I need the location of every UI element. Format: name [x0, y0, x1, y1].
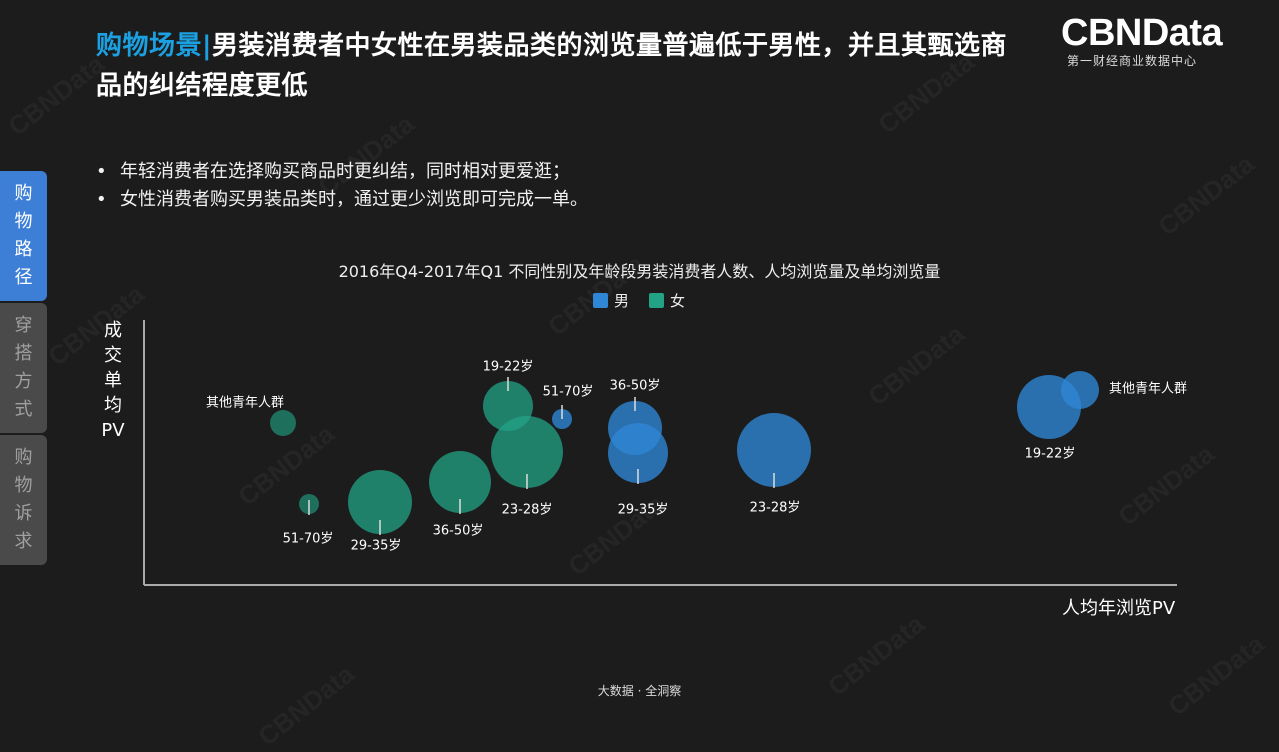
tab-shopping-path[interactable]: 购物路径 — [0, 171, 47, 301]
logo-subtitle: 第一财经商业数据中心 — [1067, 54, 1198, 68]
bubble-chart: 其他青年人群 51-70岁 29-35岁 36-50岁 19-22岁 23-28岁 51-7… — [143, 320, 1187, 586]
bubble-label: 19-22岁 — [483, 360, 534, 375]
footer-tagline: 大数据 · 全洞察 — [597, 684, 682, 698]
legend-label-male: 男 — [614, 292, 630, 310]
bubble-label: 51-70岁 — [283, 532, 334, 547]
bullet-item: • 女性消费者购买男装品类时，通过更少浏览即可完成一单。 — [96, 186, 588, 214]
bubble-male[interactable] — [608, 423, 668, 483]
tab-outfit-style[interactable]: 穿搭方式 — [0, 303, 47, 433]
bubble-label: 其他青年人群 — [1109, 382, 1187, 397]
bubble-female[interactable] — [429, 451, 491, 513]
title-text: 男装消费者中女性在男装品类的浏览量普遍低于男性，并且其甄选商品的纠结程度更低 — [96, 31, 1008, 101]
title-highlight: 购物场景| — [96, 31, 212, 61]
bullet-dot: • — [96, 161, 107, 182]
bullet-list: • 年轻消费者在选择购买商品时更纠结，同时相对更爱逛； • 女性消费者购买男装品… — [96, 158, 588, 214]
bubble-label: 23-28岁 — [750, 501, 801, 516]
bubble-label: 36-50岁 — [433, 524, 484, 539]
chart-legend: 男 女 — [593, 290, 705, 311]
logo-brand: CBNData — [1061, 12, 1223, 54]
logo: CBNData 第一财经商业数据中心 — [1061, 12, 1223, 69]
bubble-label: 19-22岁 — [1025, 447, 1076, 462]
page-title: 购物场景|男装消费者中女性在男装品类的浏览量普遍低于男性，并且其甄选商品的纠结程… — [96, 26, 1016, 106]
bullet-dot: • — [96, 189, 107, 210]
bubble-male[interactable] — [1061, 371, 1099, 409]
chart-title: 2016年Q4-2017年Q1 不同性别及年龄段男装消费者人数、人均浏览量及单均… — [338, 262, 941, 281]
bubble-male[interactable] — [737, 413, 811, 487]
x-axis-label: 人均年浏览PV — [1062, 598, 1176, 619]
legend-label-female: 女 — [670, 292, 686, 310]
bubble-female[interactable] — [270, 410, 296, 436]
legend-item-male[interactable]: 男 — [593, 290, 629, 311]
tab-shopping-needs[interactable]: 购物诉求 — [0, 435, 47, 565]
bubble-label: 29-35岁 — [351, 539, 402, 554]
bubble-label: 23-28岁 — [502, 503, 553, 518]
bubbles: 其他青年人群 51-70岁 29-35岁 36-50岁 19-22岁 23-28岁 51-7… — [206, 360, 1187, 554]
bubble-female[interactable] — [348, 470, 412, 534]
bullet-item: • 年轻消费者在选择购买商品时更纠结，同时相对更爱逛； — [96, 158, 588, 186]
bubble-label: 其他青年人群 — [206, 396, 284, 411]
y-axis-label: 成交单均 PV — [101, 320, 125, 441]
bubble-label: 29-35岁 — [618, 503, 669, 518]
legend-swatch-male — [593, 293, 608, 308]
bubble-label: 51-70岁 — [543, 385, 594, 400]
legend-item-female[interactable]: 女 — [649, 290, 685, 311]
bubble-female[interactable] — [491, 416, 563, 488]
legend-swatch-female — [649, 293, 665, 308]
bullet-text: 女性消费者购买男装品类时，通过更少浏览即可完成一单。 — [120, 189, 588, 210]
side-tabs: 购物路径 穿搭方式 购物诉求 — [0, 171, 47, 567]
bullet-text: 年轻消费者在选择购买商品时更纠结，同时相对更爱逛； — [120, 161, 570, 182]
bubble-label: 36-50岁 — [610, 379, 661, 394]
